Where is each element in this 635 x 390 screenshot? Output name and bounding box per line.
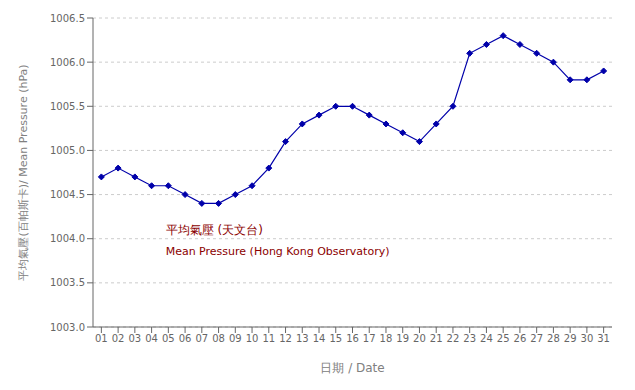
- svg-text:1003.0: 1003.0: [50, 322, 85, 333]
- svg-text:23: 23: [463, 333, 476, 344]
- svg-text:01: 01: [95, 333, 108, 344]
- svg-text:19: 19: [396, 333, 409, 344]
- svg-text:05: 05: [162, 333, 175, 344]
- svg-text:09: 09: [229, 333, 242, 344]
- svg-text:31: 31: [597, 333, 610, 344]
- svg-text:04: 04: [145, 333, 158, 344]
- svg-text:1004.0: 1004.0: [50, 233, 85, 244]
- svg-text:06: 06: [179, 333, 192, 344]
- svg-text:1004.5: 1004.5: [50, 189, 85, 200]
- svg-text:1005.5: 1005.5: [50, 101, 85, 112]
- svg-text:03: 03: [128, 333, 141, 344]
- svg-text:日期 / Date: 日期 / Date: [320, 361, 384, 375]
- svg-text:20: 20: [413, 333, 426, 344]
- svg-text:12: 12: [279, 333, 292, 344]
- svg-text:1006.0: 1006.0: [50, 57, 85, 68]
- svg-text:02: 02: [112, 333, 125, 344]
- svg-text:21: 21: [430, 333, 443, 344]
- svg-text:24: 24: [480, 333, 493, 344]
- svg-text:14: 14: [313, 333, 326, 344]
- svg-text:30: 30: [581, 333, 594, 344]
- svg-text:1006.5: 1006.5: [50, 13, 85, 24]
- html-text:Mean Pressure (Hong Kong Obser: Mean Pressure (Hong Kong Observatory): [165, 244, 390, 258]
- svg-text:1005.0: 1005.0: [50, 145, 85, 156]
- svg-text:17: 17: [363, 333, 376, 344]
- svg-text:29: 29: [564, 333, 577, 344]
- svg-text:15: 15: [329, 333, 342, 344]
- svg-text:10: 10: [246, 333, 259, 344]
- html-text:平均氣壓 (天文台): 平均氣壓 (天文台): [165, 222, 263, 237]
- svg-text:11: 11: [262, 333, 275, 344]
- svg-text:26: 26: [514, 333, 527, 344]
- svg-text:13: 13: [296, 333, 309, 344]
- svg-text:27: 27: [530, 333, 543, 344]
- svg-text:18: 18: [380, 333, 393, 344]
- svg-text:16: 16: [346, 333, 359, 344]
- svg-text:25: 25: [497, 333, 510, 344]
- svg-text:08: 08: [212, 333, 225, 344]
- svg-text:28: 28: [547, 333, 560, 344]
- svg-text:1003.5: 1003.5: [50, 277, 85, 288]
- svg-text:07: 07: [195, 333, 208, 344]
- svg-text:平均氣壓(百帕斯卡)/ Mean Pressure (hPa: 平均氣壓(百帕斯卡)/ Mean Pressure (hPa): [17, 64, 30, 280]
- svg-text:22: 22: [447, 333, 460, 344]
